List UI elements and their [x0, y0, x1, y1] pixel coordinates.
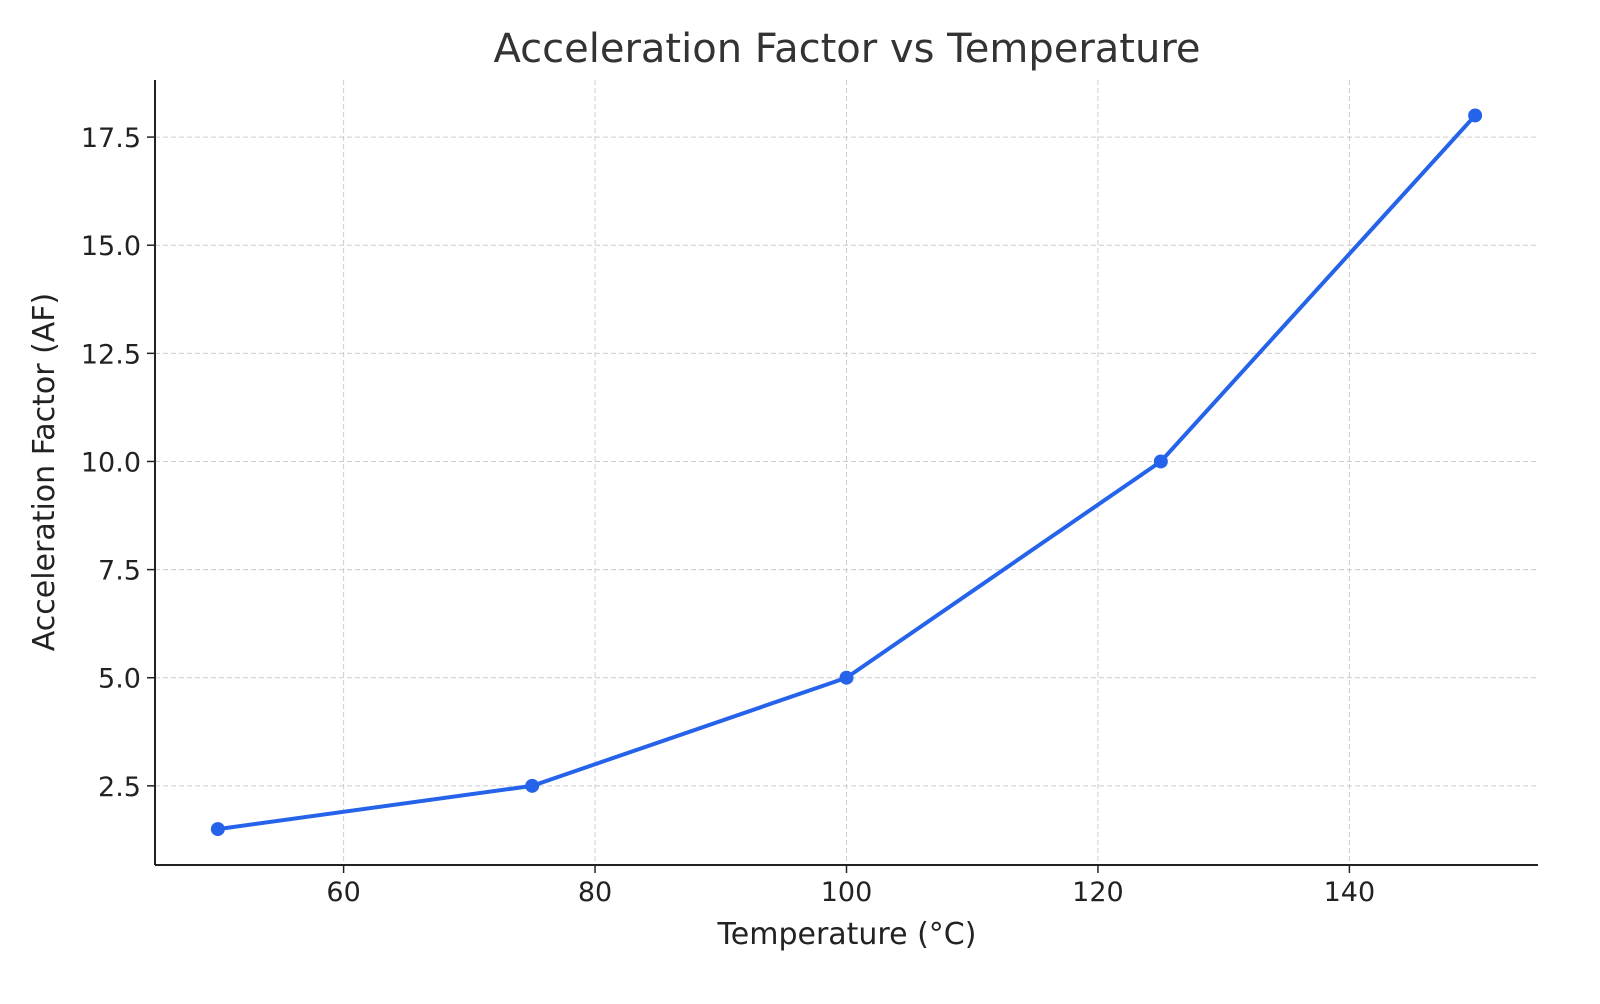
data-point: [525, 778, 540, 793]
chart-title: Acceleration Factor vs Temperature: [493, 26, 1200, 72]
data-point: [839, 670, 854, 685]
y-tick-label: 10.0: [81, 447, 141, 478]
x-tick-label: 60: [326, 877, 360, 908]
data-point: [1468, 108, 1483, 123]
x-tick-label: 100: [821, 877, 873, 908]
x-tick-label: 80: [578, 877, 612, 908]
x-tick-label: 140: [1324, 877, 1376, 908]
data-point: [1153, 454, 1168, 469]
y-tick-label: 17.5: [81, 123, 141, 154]
y-tick-label: 7.5: [98, 556, 141, 587]
y-tick-label: 15.0: [81, 231, 141, 262]
y-axis-label: Acceleration Factor (AF): [27, 293, 62, 652]
y-tick-label: 5.0: [98, 664, 141, 695]
y-tick-label: 2.5: [98, 772, 141, 803]
ticks: 60 80 100 120 140 2.5 5.0 7.5 10.0 12.5 15.0 17.5: [81, 123, 1375, 908]
data-point: [210, 822, 225, 837]
y-tick-label: 12.5: [81, 339, 141, 370]
x-axis-label: Temperature (°C): [717, 917, 977, 952]
x-tick-label: 120: [1072, 877, 1124, 908]
grid: [155, 80, 1538, 865]
series: [210, 108, 1483, 837]
